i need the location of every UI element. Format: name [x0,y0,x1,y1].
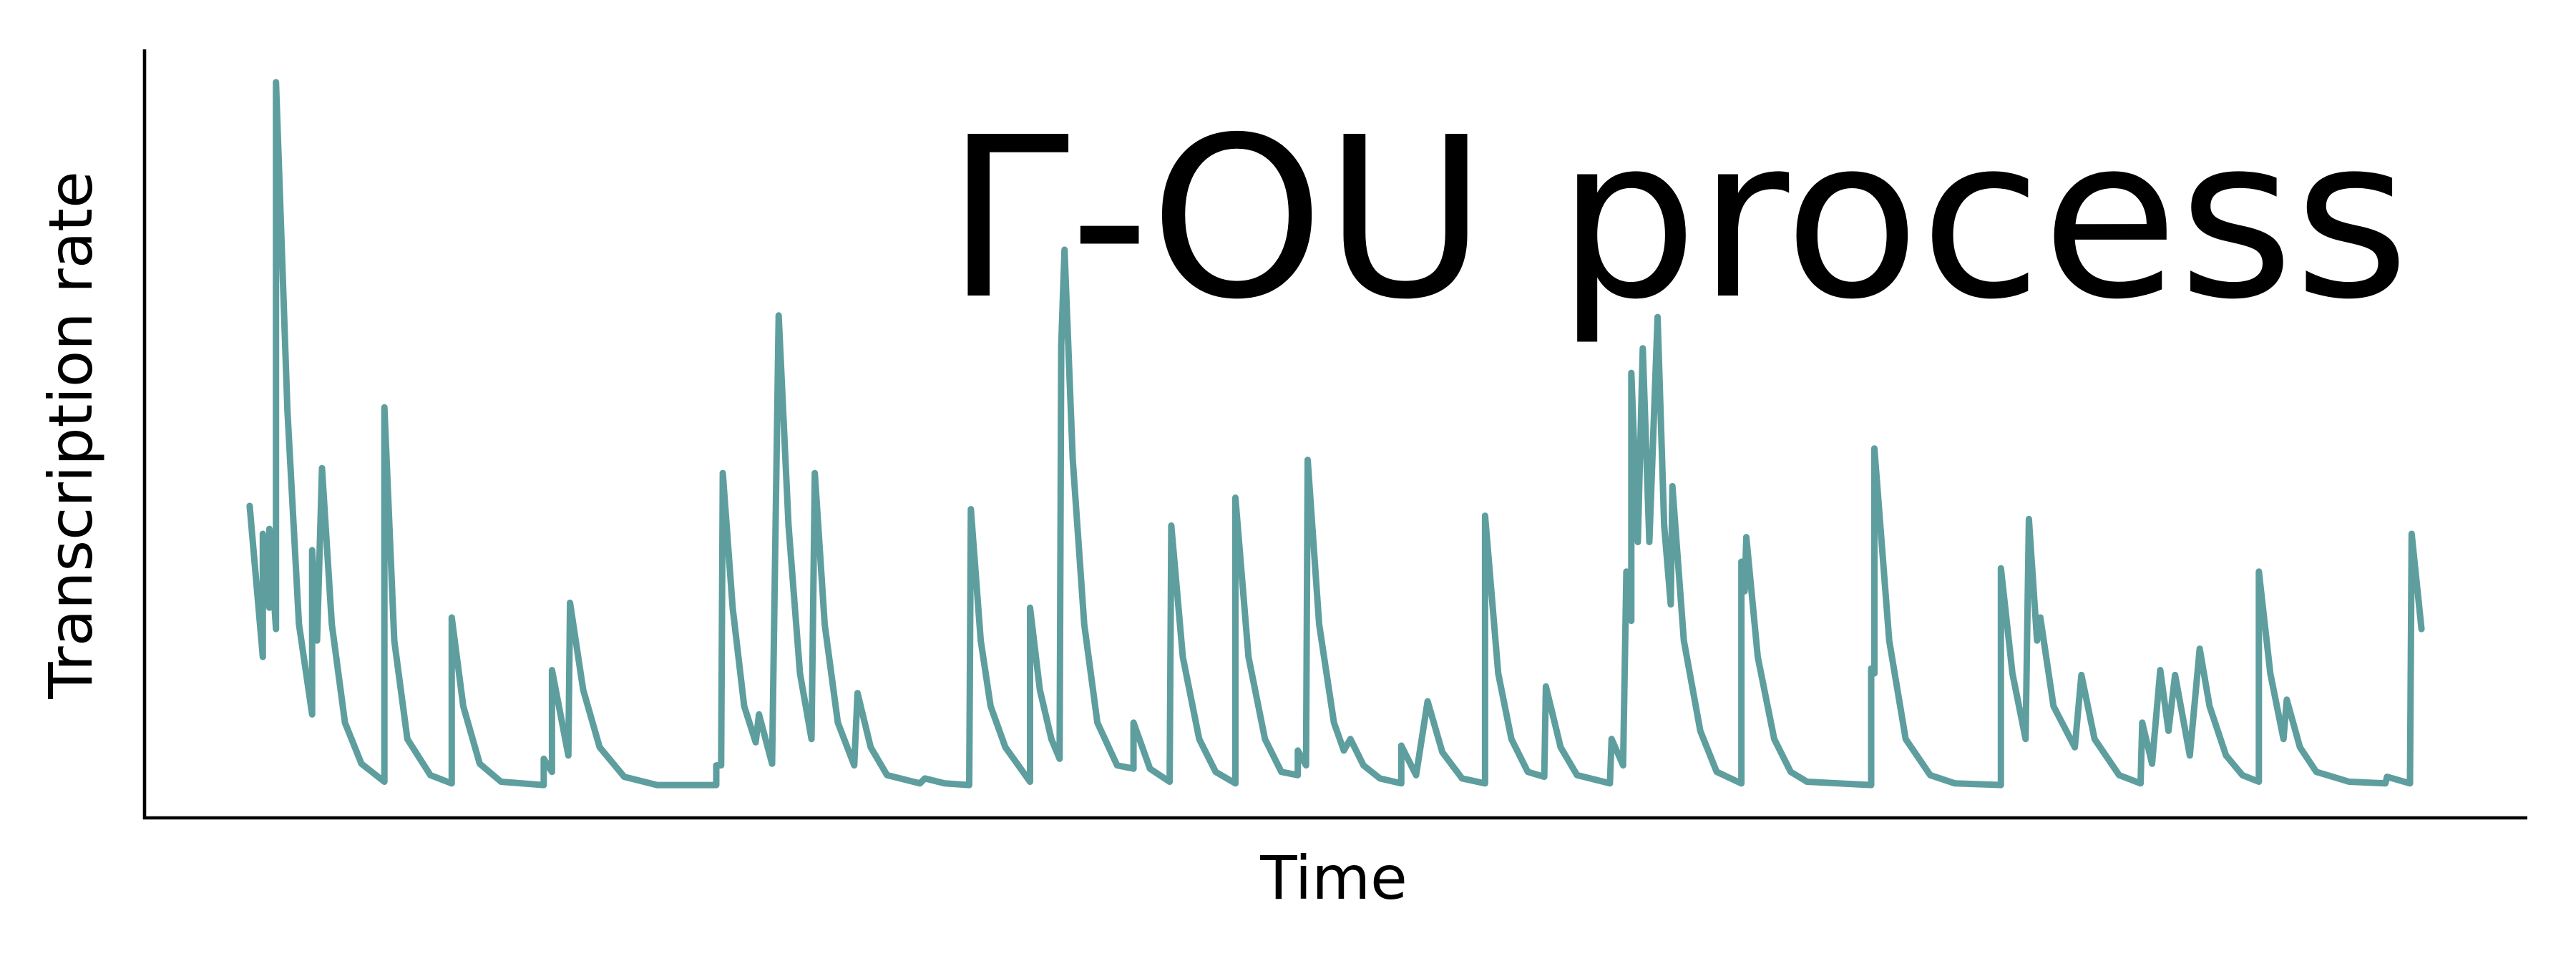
annotation-title: Γ-OU process [946,90,2409,348]
x-axis-label: Time [1259,843,1407,913]
data-line [246,79,2425,789]
y-axis-label: Transcription rate [36,171,106,700]
